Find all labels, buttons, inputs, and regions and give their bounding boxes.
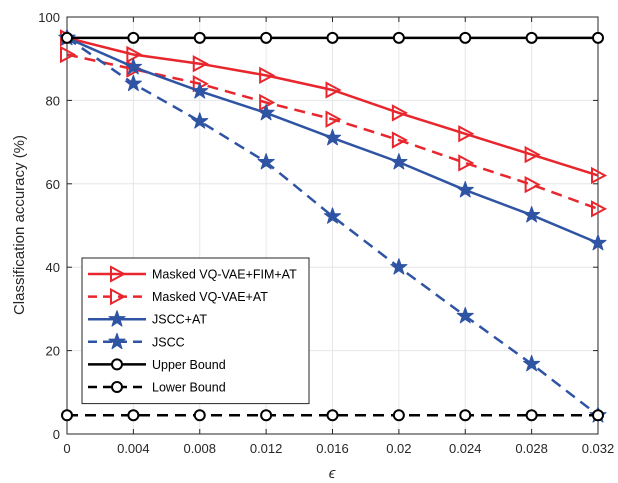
data-point	[459, 409, 472, 422]
data-point	[191, 112, 209, 129]
legend-item: Masked VQ-VAE+FIM+AT	[88, 265, 297, 283]
legend-marker	[108, 310, 126, 327]
legend: Masked VQ-VAE+FIM+AT Masked VQ-VAE+AT JSCC…	[81, 257, 310, 405]
data-point	[124, 58, 142, 75]
data-point	[124, 74, 142, 92]
legend-marker	[111, 358, 123, 371]
legend-label: Upper Bound	[152, 358, 226, 372]
data-point	[259, 66, 276, 85]
legend-marker	[111, 381, 123, 393]
series-lower-bound	[61, 409, 604, 422]
y-tick-label: 0	[53, 427, 60, 442]
series-line	[66, 36, 599, 177]
data-point	[126, 45, 143, 64]
data-point	[391, 131, 408, 149]
legend-label: Masked VQ-VAE+AT	[152, 290, 268, 304]
x-tick-label: 0.02	[386, 441, 411, 456]
data-point	[323, 128, 342, 146]
data-point	[60, 45, 77, 64]
data-point	[392, 31, 405, 44]
legend-item: Masked VQ-VAE+AT	[88, 287, 268, 306]
data-point	[193, 409, 206, 422]
data-point	[192, 55, 209, 73]
data-point	[260, 31, 273, 44]
data-point	[61, 409, 73, 422]
data-point	[390, 153, 408, 170]
y-tick-label: 40	[46, 260, 60, 275]
data-point	[191, 82, 209, 99]
x-tick-label: 0.012	[250, 441, 283, 456]
legend-label: Lower Bound	[152, 381, 226, 395]
data-point	[257, 153, 275, 170]
data-point	[592, 31, 604, 44]
data-point	[591, 166, 608, 185]
data-point	[323, 207, 342, 224]
x-tick-label: 0.024	[449, 441, 482, 456]
data-point	[592, 409, 604, 422]
data-point	[260, 409, 273, 422]
data-point	[456, 306, 474, 324]
x-tick-label: 0.032	[582, 441, 615, 456]
legend-item: JSCC	[88, 332, 185, 350]
data-point	[326, 31, 339, 44]
x-tick-label: 0.028	[515, 441, 548, 456]
data-point	[525, 31, 538, 44]
data-point	[391, 104, 408, 122]
data-point	[524, 145, 541, 164]
series-line	[66, 36, 599, 417]
legend-marker	[110, 287, 127, 306]
tick-labels: 0 0.004 0.008 0.012 0.016 0.02 0.024 0.028 0.032…	[38, 10, 614, 456]
data-point	[193, 31, 206, 44]
x-tick-label: 0.004	[117, 441, 150, 456]
data-point	[459, 31, 472, 44]
data-point	[326, 409, 339, 422]
data-point	[325, 81, 342, 99]
data-point	[525, 409, 538, 422]
legend-box	[81, 257, 310, 405]
data-point	[524, 175, 541, 194]
legend-label: JSCC+AT	[152, 313, 207, 327]
legend-marker	[108, 332, 126, 350]
data-point	[390, 258, 408, 275]
data-point	[392, 409, 405, 422]
legend-label: JSCC	[152, 335, 185, 349]
data-point	[458, 125, 475, 143]
data-point	[127, 409, 140, 422]
x-tick-label: 0	[63, 441, 70, 456]
legend-label: Masked VQ-VAE+FIM+AT	[152, 268, 297, 282]
series-lines	[58, 28, 608, 423]
legend-item: Upper Bound	[88, 358, 226, 372]
data-point	[325, 110, 342, 128]
data-point	[257, 103, 275, 121]
series-upper-bound	[61, 31, 604, 44]
data-point	[523, 354, 541, 372]
y-axis-label: Classification accuracy (%)	[11, 135, 28, 315]
x-axis-label: ϵ	[329, 465, 336, 482]
data-point	[523, 206, 541, 223]
y-tick-label: 60	[46, 177, 60, 192]
data-point	[61, 31, 73, 44]
legend-item: JSCC+AT	[88, 310, 207, 327]
legend-marker	[110, 265, 127, 283]
y-tick-label: 80	[46, 93, 60, 108]
x-tick-label: 0.016	[316, 441, 349, 456]
data-point	[127, 31, 140, 44]
data-point	[591, 200, 608, 218]
y-tick-label: 100	[38, 10, 60, 25]
legend-item: Lower Bound	[88, 381, 226, 395]
y-tick-label: 20	[46, 344, 60, 359]
data-point	[589, 234, 607, 251]
x-tick-label: 0.008	[183, 441, 216, 456]
data-point	[456, 181, 474, 198]
data-point	[458, 154, 475, 172]
